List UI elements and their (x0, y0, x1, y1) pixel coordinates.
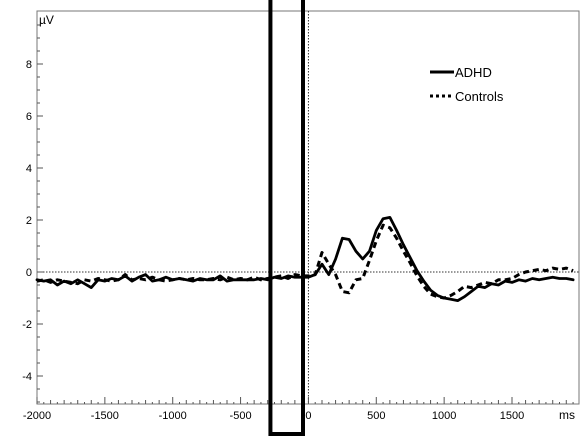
x-axis: -2000 -1500 -1000 -500 0 500 1000 1500 (23, 397, 574, 422)
y-tick-label: 8 (26, 59, 32, 71)
y-tick-label: -4 (22, 371, 32, 383)
y-axis-unit-label: µV (39, 13, 54, 27)
reference-lines (37, 11, 579, 404)
legend: ADHD Controls (430, 65, 504, 104)
y-tick-label: 2 (26, 215, 32, 227)
y-axis: -4 -2 0 2 4 6 8 (22, 24, 43, 403)
y-tick-label: 0 (26, 267, 32, 279)
x-tick-label: 500 (367, 410, 385, 422)
x-tick-label: -1000 (159, 410, 187, 422)
series-layer (35, 216, 575, 302)
y-tick-label: 4 (26, 163, 32, 175)
x-tick-label: 1000 (432, 410, 456, 422)
x-tick-label: -1500 (91, 410, 119, 422)
x-tick-label: -500 (230, 410, 252, 422)
y-tick-label: -2 (22, 319, 32, 331)
legend-label-controls: Controls (455, 89, 504, 104)
legend-label-adhd: ADHD (455, 65, 492, 80)
x-tick-label: 1500 (500, 410, 524, 422)
series-line-controls (36, 223, 574, 300)
x-axis-unit-label: ms (559, 408, 575, 422)
highlight-window (268, 0, 305, 436)
y-tick-label: 6 (26, 111, 32, 123)
x-tick-label: 0 (305, 410, 311, 422)
x-tick-label: -2000 (23, 410, 51, 422)
